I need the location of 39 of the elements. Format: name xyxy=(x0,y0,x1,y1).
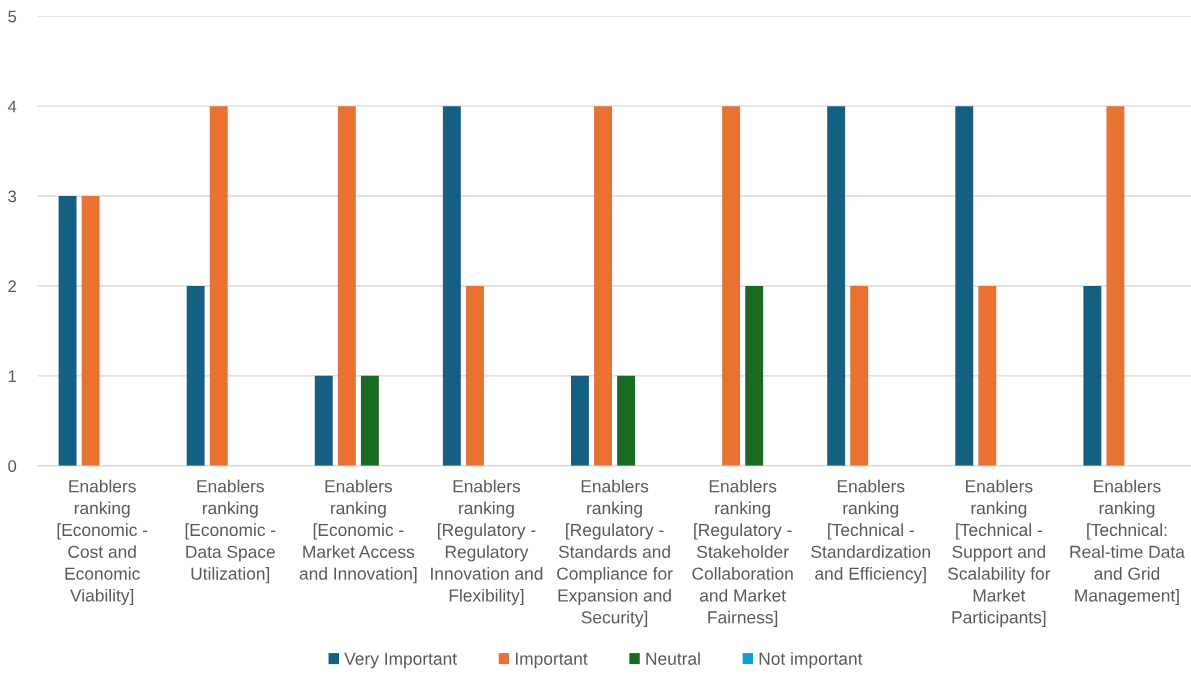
x-tick-label: Enablers ranking [Economic - Data Space Utilization] xyxy=(185,479,276,584)
bar xyxy=(186,285,205,466)
bar xyxy=(850,285,869,466)
bar xyxy=(442,106,461,466)
x-tick-label: Enablers ranking [Regulatory - Stakeholder Collaboration and Market Fairness] xyxy=(692,479,793,627)
legend-label: Important xyxy=(515,652,588,669)
y-tick-label: 4 xyxy=(7,100,17,113)
bar xyxy=(745,285,764,466)
x-tick-label: Enablers ranking [Regulatory - Standards and Compliance for Expansion and Security] xyxy=(557,479,673,627)
bar xyxy=(955,106,974,466)
x-tick-label: Enablers ranking [Technical: Real-time Data and Grid Management] xyxy=(1070,479,1185,606)
bar xyxy=(594,106,612,466)
y-tick-label: 5 xyxy=(8,10,17,23)
y-tick-label: 3 xyxy=(8,190,17,203)
bar xyxy=(337,106,356,466)
bar xyxy=(209,106,228,466)
x-tick-label: Enablers ranking [Technical - Support and Scalability for Market Participants] xyxy=(948,479,1051,627)
bar xyxy=(314,375,333,466)
x-tick-label: Enablers ranking [Regulatory - Regulatory Innovation and Flexibility] xyxy=(431,479,543,606)
legend-label: Not important xyxy=(759,652,863,669)
bar xyxy=(571,375,589,466)
bar xyxy=(58,196,77,466)
bar xyxy=(465,285,484,466)
bar xyxy=(617,375,636,466)
legend-label: Very Important xyxy=(344,652,457,669)
y-tick-label: 0 xyxy=(8,460,17,472)
bar xyxy=(722,106,741,466)
y-tick-label: 2 xyxy=(8,280,16,292)
y-tick-label: 1 xyxy=(8,370,17,382)
bar xyxy=(360,375,379,466)
legend-label: Neutral xyxy=(646,652,700,665)
x-tick-label: Enablers ranking [Technical - Standardization and Efficiency] xyxy=(811,479,930,584)
bar xyxy=(827,106,846,466)
x-tick-label: Enablers ranking [Economic - Market Access and Innovation] xyxy=(299,479,417,584)
bar xyxy=(1083,285,1102,466)
x-tick-label: Enablers ranking [Economic - Cost and Economic Viability] xyxy=(57,479,148,606)
bar xyxy=(81,196,100,466)
bar xyxy=(978,285,997,466)
bar xyxy=(1106,106,1125,466)
